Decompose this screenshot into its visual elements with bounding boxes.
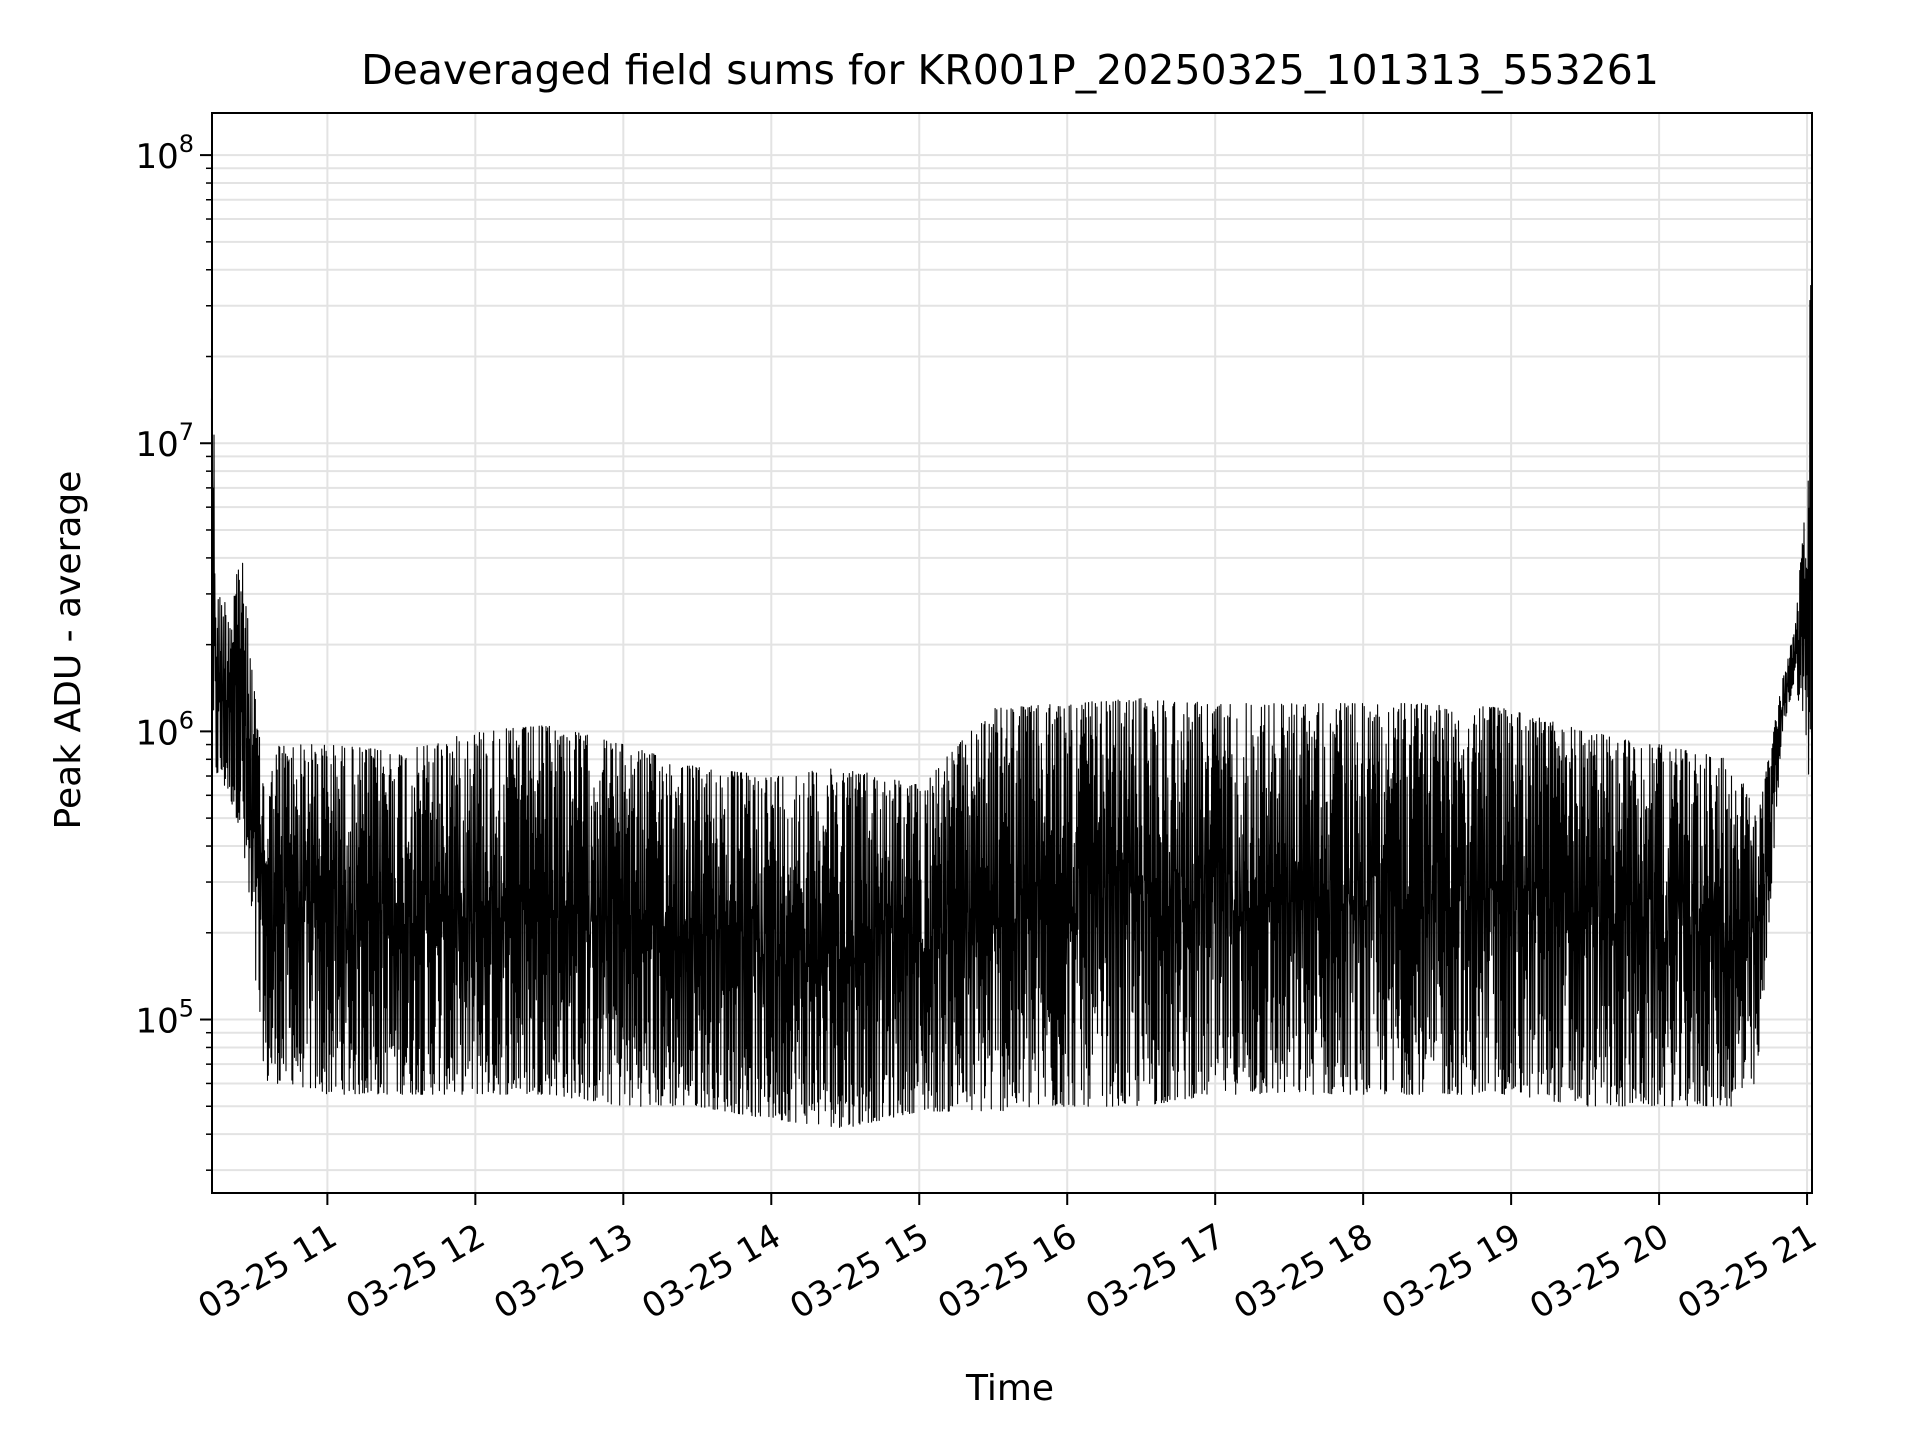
y-tick-label: 105 xyxy=(135,995,194,1042)
series-line xyxy=(210,285,1813,1128)
data-series xyxy=(210,155,1813,1129)
x-axis-label: Time xyxy=(965,1368,1054,1409)
y-tick-label: 106 xyxy=(135,706,194,753)
plot-frame xyxy=(211,112,1813,1194)
y-tick-label: 108 xyxy=(135,130,194,177)
chart-title: Deaveraged field sums for KR001P_2025032… xyxy=(361,46,1659,94)
y-axis-label: Peak ADU - average xyxy=(48,471,89,830)
y-tick-label: 107 xyxy=(135,418,194,465)
